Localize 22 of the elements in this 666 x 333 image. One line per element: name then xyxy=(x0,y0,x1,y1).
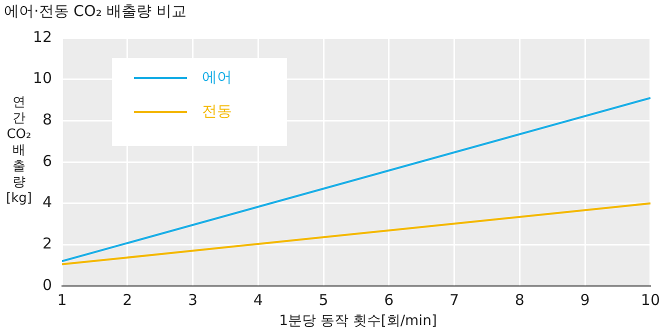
y-tick-label: 6 xyxy=(42,152,52,170)
chart-title: 에어·전동 CO₂ 배출량 비교 xyxy=(4,2,186,21)
y-tick-label: 10 xyxy=(32,69,52,88)
legend-label: 에어 xyxy=(202,68,232,86)
x-axis-title: 1분당 동작 횟수[회/min] xyxy=(278,312,438,330)
x-tick-label: 6 xyxy=(384,290,394,309)
x-tick-label: 5 xyxy=(318,290,328,309)
x-tick-label: 10 xyxy=(640,290,660,309)
x-tick-label: 2 xyxy=(122,290,132,309)
y-axis-title: 연간 CO₂ 배출량 [kg] xyxy=(5,95,33,207)
y-tick-label: 12 xyxy=(32,28,52,46)
x-tick-label: 9 xyxy=(580,290,590,309)
legend-label: 전동 xyxy=(202,102,232,120)
y-tick-label: 4 xyxy=(42,193,52,212)
y-tick-label: 0 xyxy=(42,276,52,294)
y-tick-label: 8 xyxy=(42,110,52,129)
x-tick-label: 4 xyxy=(253,290,263,309)
x-tick-label: 1 xyxy=(57,290,67,309)
x-tick-label: 3 xyxy=(188,290,198,309)
x-tick-label: 8 xyxy=(514,290,524,309)
x-tick-label: 7 xyxy=(450,290,460,309)
y-tick-label: 2 xyxy=(42,234,52,253)
